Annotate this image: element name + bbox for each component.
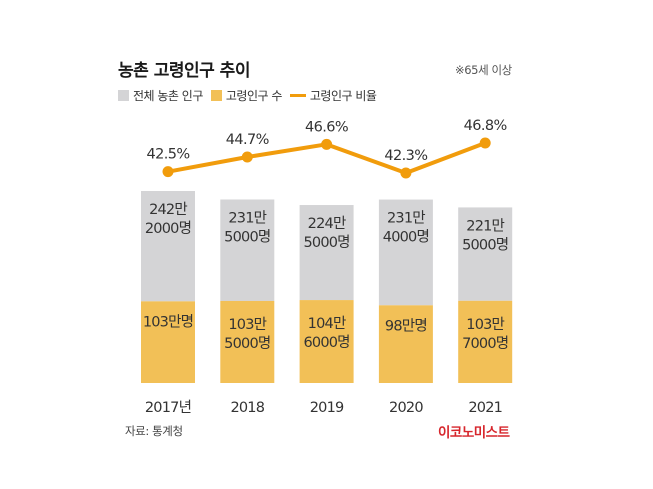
bar-total-label-2: 224만: [308, 215, 346, 232]
ratio-point-2: [321, 138, 333, 150]
ratio-point-3: [400, 167, 412, 179]
bar-total-label-2: 5000명: [303, 234, 349, 251]
ratio-point-1: [241, 151, 253, 163]
ratio-label-0: 42.5%: [146, 147, 189, 163]
ratio-label-1: 44.7%: [226, 132, 269, 148]
bar-total-label-3: 4000명: [383, 229, 429, 246]
legend-line-ratio: [289, 94, 306, 97]
legend-label-elderly: 고령인구 수: [225, 89, 283, 103]
ratio-point-0: [162, 166, 174, 178]
age-note: ※65세 이상: [455, 63, 512, 77]
bar-elderly-label-2: 104만: [308, 315, 346, 332]
x-tick-label-3: 2020: [389, 400, 423, 416]
bar-total-label-0: 2000명: [145, 220, 191, 237]
bar-total-3: [378, 199, 433, 306]
legend-swatch-total: [118, 90, 129, 101]
legend-item-total: 전체 농촌 인구: [118, 87, 203, 104]
x-tick-label-4: 2021: [468, 400, 502, 416]
ratio-label-2: 46.6%: [305, 119, 348, 135]
bar-total-1: [220, 199, 275, 301]
chart-title: 농촌 고령인구 추이: [118, 61, 250, 81]
legend-item-elderly: 고령인구 수: [210, 87, 283, 104]
bar-total-label-3: 231만: [387, 210, 425, 227]
bar-elderly-0: [141, 301, 195, 383]
legend-label-total: 전체 농촌 인구: [133, 89, 203, 103]
bar-elderly-label-2: 6000명: [303, 334, 349, 351]
ratio-label-4: 46.8%: [464, 118, 507, 134]
bar-total-4: [458, 207, 513, 301]
legend-swatch-elderly: [210, 90, 222, 101]
bar-elderly-label-3: 98만명: [385, 317, 427, 334]
x-tick-label-2: 2019: [310, 400, 344, 416]
legend-label-ratio: 고령인구 비율: [309, 89, 377, 103]
bar-elderly-3: [378, 305, 433, 383]
bar-total-label-4: 221만: [466, 217, 504, 234]
source-note: 자료: 통계청: [125, 424, 183, 438]
bar-elderly-2: [299, 300, 354, 383]
bar-elderly-label-1: 5000명: [224, 335, 270, 352]
legend: 전체 농촌 인구 고령인구 수 고령인구 비율: [118, 87, 384, 104]
legend-item-ratio: 고령인구 비율: [289, 87, 377, 104]
bar-elderly-label-1: 103만: [228, 316, 266, 333]
bar-elderly-4: [458, 300, 513, 383]
ratio-point-4: [479, 137, 491, 149]
bar-total-label-0: 242만: [149, 201, 187, 218]
bar-total-label-1: 231만: [228, 209, 266, 226]
bar-total-label-4: 5000명: [462, 236, 508, 253]
bar-elderly-label-4: 7000명: [462, 335, 508, 352]
bar-elderly-label-4: 103만: [466, 316, 504, 333]
x-tick-label-0: 2017년: [145, 399, 191, 416]
ratio-label-3: 42.3%: [384, 148, 427, 164]
bar-total-2: [299, 205, 354, 301]
x-tick-label-1: 2018: [230, 400, 264, 416]
bar-total-0: [141, 191, 195, 302]
brand-logo: 이코노미스트: [438, 425, 510, 441]
bar-elderly-label-0: 103만명: [143, 313, 193, 330]
bar-elderly-1: [220, 300, 275, 383]
bar-total-label-1: 5000명: [224, 228, 270, 245]
